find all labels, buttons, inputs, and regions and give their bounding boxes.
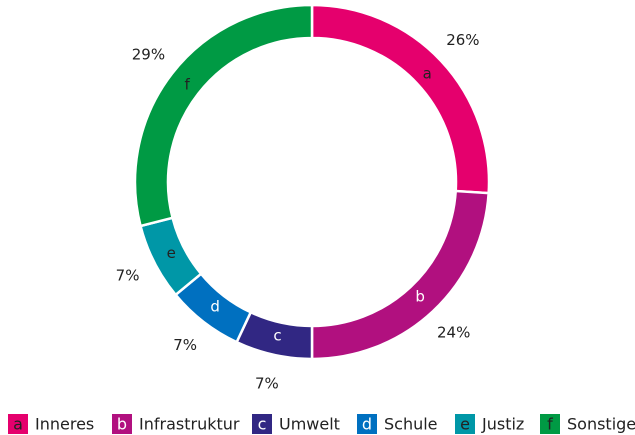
segment-letter: d [210,297,220,315]
value-label: 7% [116,266,140,284]
segment-letter: a [423,64,432,82]
legend-swatch [112,414,132,434]
legend-label: Sonstige [567,415,635,434]
legend-label: Infrastruktur [139,415,240,434]
legend-label: Inneres [35,415,94,434]
legend-swatch [8,414,28,434]
value-label: 29% [132,46,165,64]
segment-letter: e [167,244,176,262]
segment-letter: f [185,76,191,94]
legend-letter: c [258,415,267,434]
legend-letter: f [547,415,553,434]
value-label: 7% [173,336,197,354]
legend-label: Schule [384,415,438,434]
legend-swatch [540,414,560,434]
legend-swatch [455,414,475,434]
legend-swatch [252,414,272,434]
legend-label: Umwelt [279,415,340,434]
legend-letter: b [117,415,127,434]
donut-segment [133,3,314,228]
legend-letter: d [362,415,372,434]
value-label: 24% [437,323,470,341]
legend-letter: e [460,415,470,434]
legend-letter: a [13,415,23,434]
value-label: 26% [446,31,479,49]
value-label: 7% [255,375,279,393]
segment-letter: b [415,288,425,306]
legend-swatch [357,414,377,434]
segment-letter: c [273,327,281,345]
legend-label: Justiz [481,415,524,434]
